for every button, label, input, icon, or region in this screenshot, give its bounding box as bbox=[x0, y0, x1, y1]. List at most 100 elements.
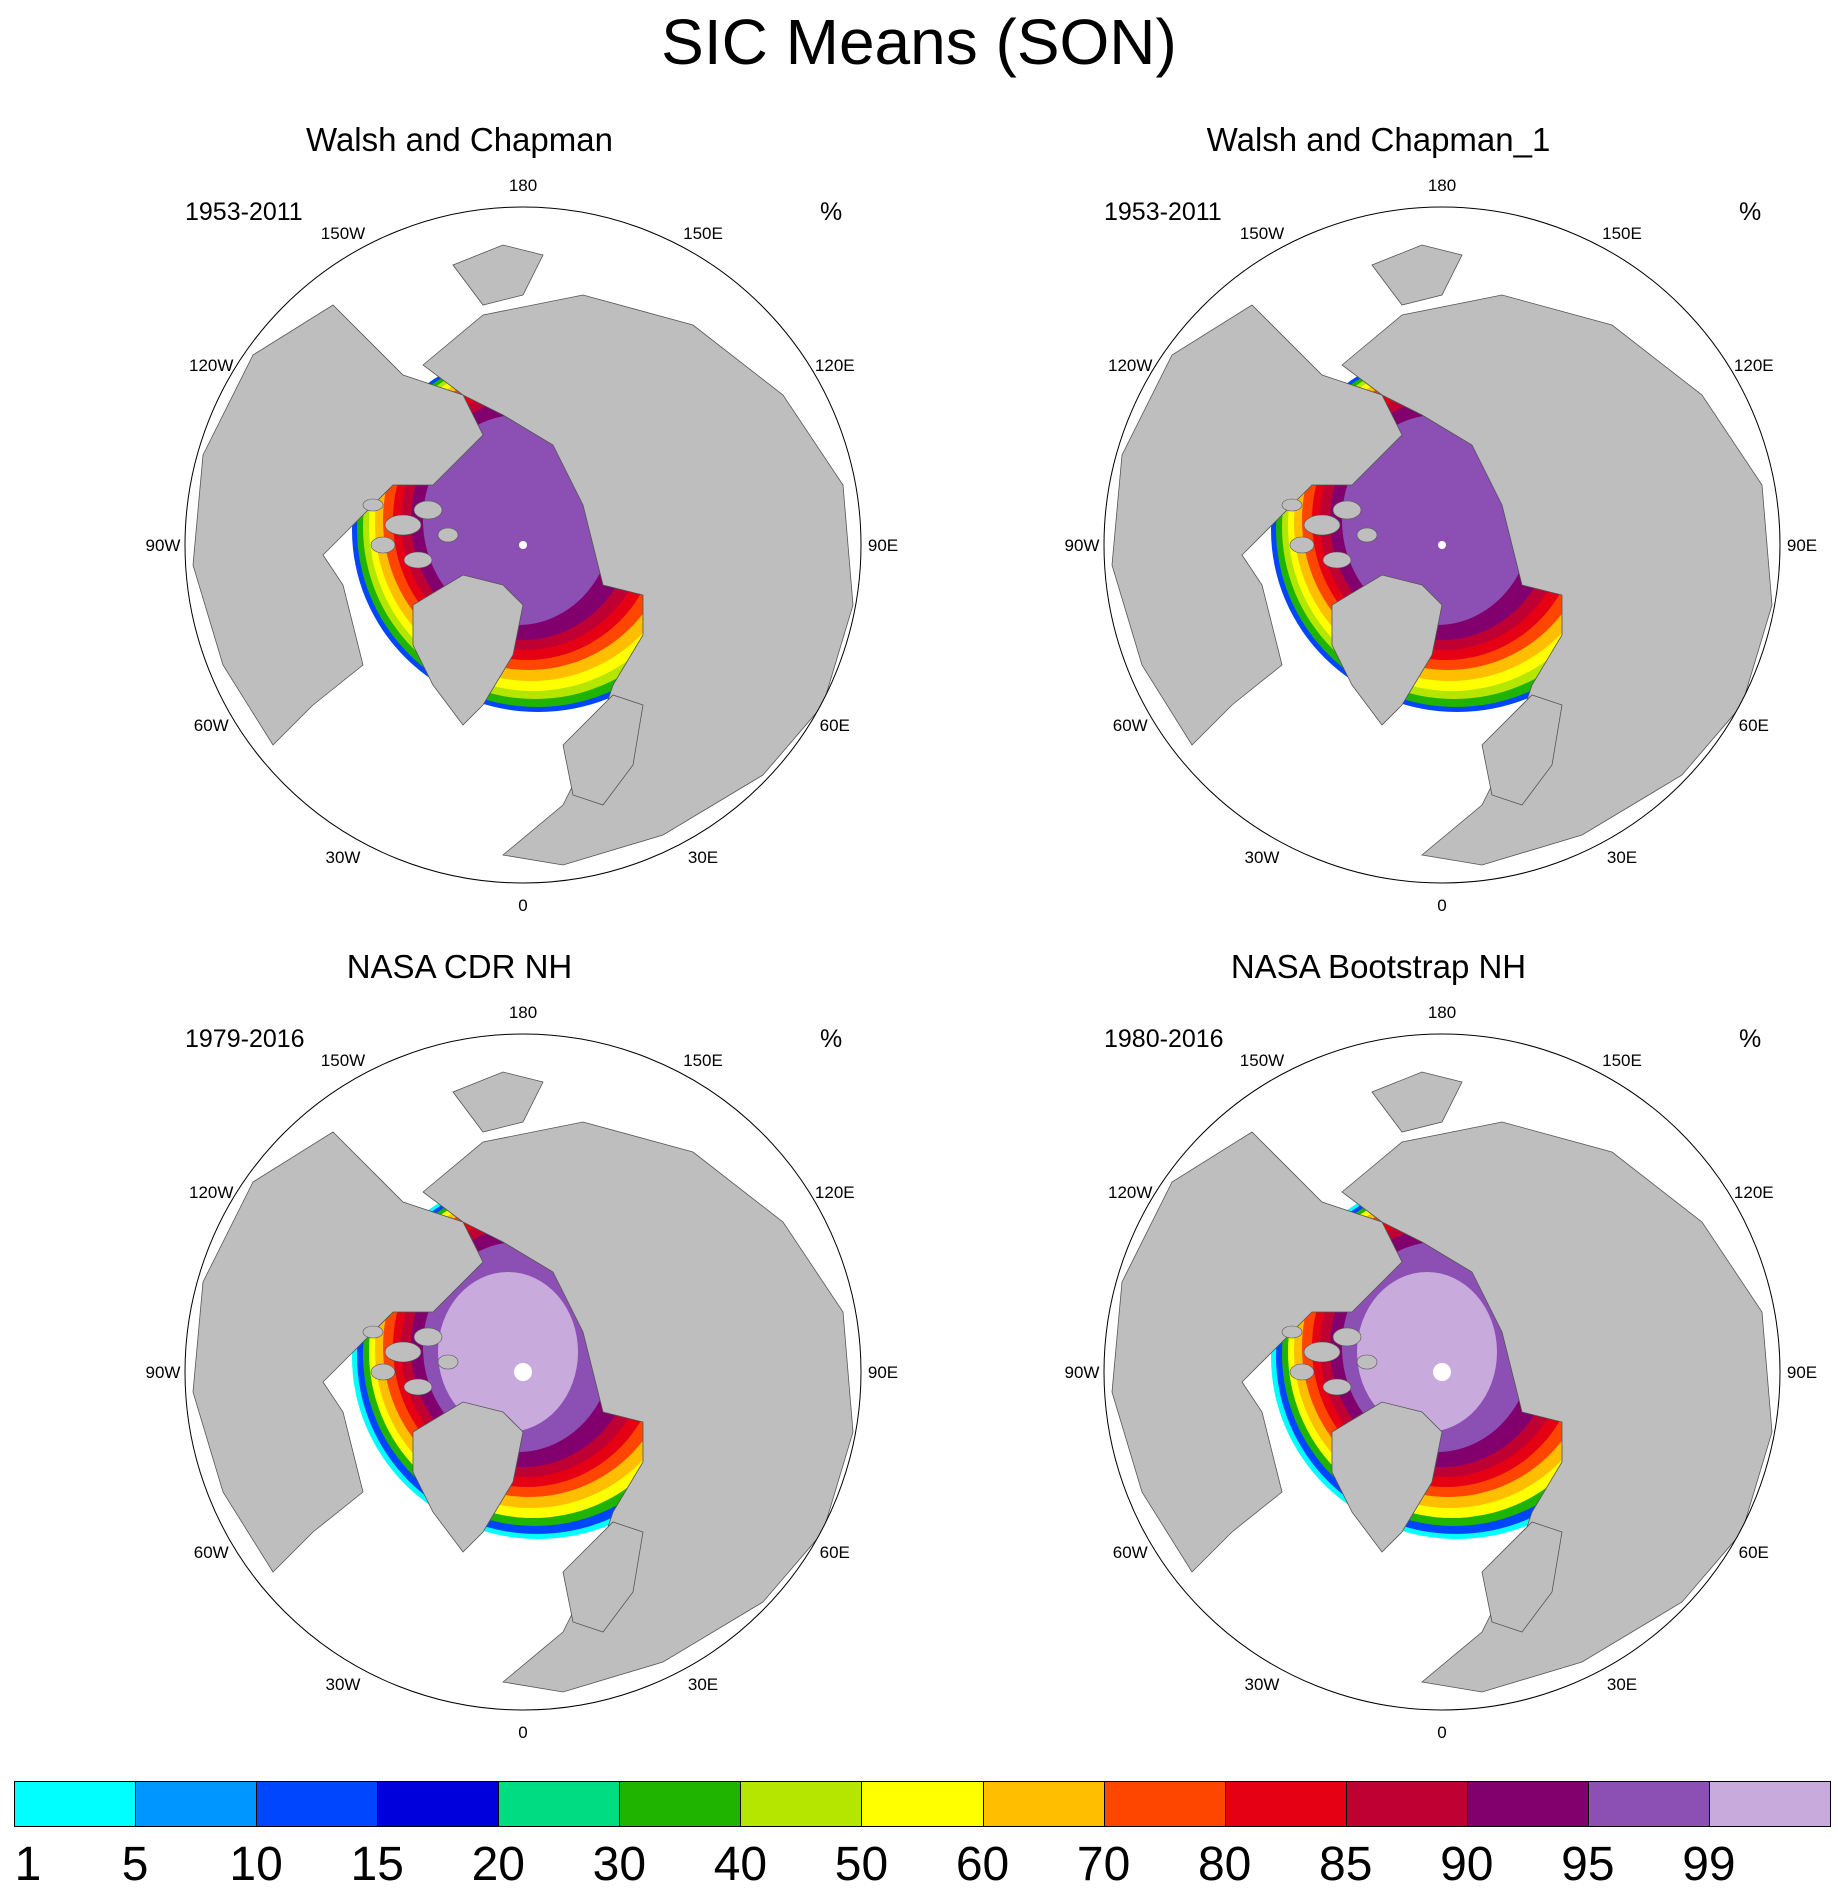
units-label: % bbox=[1739, 198, 1762, 226]
land-mass bbox=[562, 694, 644, 806]
longitude-label: 150W bbox=[321, 1051, 365, 1070]
ice-zone-99-100 bbox=[1357, 1272, 1497, 1432]
longitude-label: 30W bbox=[326, 848, 361, 867]
longitude-label: 60W bbox=[194, 1543, 229, 1562]
longitude-label: 180 bbox=[1428, 1003, 1456, 1022]
colorbar-box-1 bbox=[14, 1781, 137, 1827]
colorbar-tick-label: 60 bbox=[955, 1838, 1010, 1891]
longitude-label: 180 bbox=[1428, 176, 1456, 195]
colorbar-tick-label: 20 bbox=[471, 1838, 525, 1891]
land-mass bbox=[1481, 1521, 1563, 1633]
land-mass bbox=[452, 244, 544, 306]
land-mass bbox=[1371, 1071, 1463, 1133]
island bbox=[384, 514, 422, 536]
longitude-label: 30E bbox=[1607, 1675, 1637, 1694]
land-mass bbox=[422, 294, 854, 866]
colorbar-tick-label: 30 bbox=[592, 1838, 647, 1891]
longitude-label: 90E bbox=[868, 536, 898, 555]
colorbar-box-3 bbox=[256, 1781, 379, 1827]
longitude-label: 30W bbox=[326, 1675, 361, 1694]
longitude-label: 120E bbox=[815, 356, 855, 375]
land-mass bbox=[1331, 574, 1443, 726]
longitude-label: 150W bbox=[1240, 1051, 1284, 1070]
longitude-label: 0 bbox=[518, 1723, 527, 1742]
longitude-label: 60W bbox=[1113, 1543, 1148, 1562]
panel-title: Walsh and Chapman_1 bbox=[1206, 121, 1551, 158]
island bbox=[1281, 498, 1303, 512]
longitude-label: 60W bbox=[1113, 716, 1148, 735]
longitude-label: 150E bbox=[1602, 1051, 1642, 1070]
colorbar-tick-label: 40 bbox=[713, 1838, 768, 1891]
map-border bbox=[184, 1033, 862, 1711]
land-mass bbox=[1331, 1401, 1443, 1553]
colorbar-box-12 bbox=[1345, 1781, 1468, 1827]
land-mass bbox=[192, 304, 484, 746]
longitude-label: 90W bbox=[146, 1363, 181, 1382]
colorbar-box-4 bbox=[377, 1781, 500, 1827]
longitude-label: 90W bbox=[146, 536, 181, 555]
polar-map: 180 150E 120E 90E 60E 30E 0 30W 60W 90W 120W 150W bbox=[146, 176, 899, 915]
pole-hole bbox=[1438, 541, 1446, 549]
colorbar-tick-label: 50 bbox=[834, 1838, 889, 1891]
period-label: 1980-2016 bbox=[1104, 1025, 1224, 1053]
longitude-label: 120E bbox=[1734, 356, 1774, 375]
panel-title: NASA Bootstrap NH bbox=[1230, 948, 1527, 985]
island bbox=[413, 500, 443, 520]
island bbox=[1322, 1378, 1352, 1396]
longitude-label: 150E bbox=[683, 1051, 723, 1070]
map-panel-3: NASA CDR NH 1979-2016% 180 150E 120E 90E 60E 30… bbox=[0, 827, 919, 1742]
map-panel-2: Walsh and Chapman_1 1953-2011% 180 150E 120E… bbox=[919, 0, 1838, 915]
colorbar-tick-label: 99 bbox=[1682, 1838, 1736, 1891]
colorbar-tick-label: 10 bbox=[229, 1838, 283, 1891]
land-mass bbox=[1111, 1131, 1403, 1573]
island bbox=[1332, 1327, 1362, 1347]
longitude-label: 120W bbox=[189, 356, 233, 375]
island bbox=[370, 536, 396, 554]
island bbox=[1303, 1341, 1341, 1363]
pole-hole bbox=[1433, 1363, 1451, 1381]
longitude-label: 180 bbox=[509, 176, 537, 195]
island bbox=[1289, 536, 1315, 554]
island bbox=[1303, 514, 1341, 536]
island bbox=[370, 1363, 396, 1381]
map-border bbox=[184, 206, 862, 884]
period-label: 1953-2011 bbox=[1104, 198, 1222, 226]
longitude-label: 90W bbox=[1065, 536, 1100, 555]
longitude-label: 120E bbox=[815, 1183, 855, 1202]
island bbox=[1356, 527, 1378, 543]
land-mass bbox=[1341, 294, 1773, 866]
land-mass bbox=[412, 1401, 524, 1553]
colorbar-tick-label: 80 bbox=[1197, 1838, 1252, 1891]
land-mass bbox=[1371, 244, 1463, 306]
longitude-label: 120E bbox=[1734, 1183, 1774, 1202]
island bbox=[1281, 1325, 1303, 1339]
colorbar-box-5 bbox=[498, 1781, 621, 1827]
period-label: 1979-2016 bbox=[185, 1025, 305, 1053]
map-border bbox=[1103, 206, 1781, 884]
colorbar-box-11 bbox=[1224, 1781, 1347, 1827]
units-label: % bbox=[820, 1025, 843, 1053]
longitude-label: 30E bbox=[688, 1675, 718, 1694]
longitude-label: 0 bbox=[518, 896, 527, 915]
longitude-label: 90W bbox=[1065, 1363, 1100, 1382]
longitude-label: 60W bbox=[194, 716, 229, 735]
panel-title: NASA CDR NH bbox=[346, 948, 573, 985]
island bbox=[437, 1354, 459, 1370]
longitude-label: 30E bbox=[688, 848, 718, 867]
figure-title: SIC Means (SON) bbox=[661, 6, 1177, 78]
longitude-label: 90E bbox=[868, 1363, 898, 1382]
longitude-label: 90E bbox=[1787, 536, 1817, 555]
island bbox=[1289, 1363, 1315, 1381]
land-mass bbox=[1481, 694, 1563, 806]
colorbar-box-14 bbox=[1587, 1781, 1710, 1827]
land-mass bbox=[452, 1071, 544, 1133]
colorbar bbox=[14, 1781, 1831, 1829]
colorbar-tick-label: 1 bbox=[14, 1838, 42, 1891]
land-mass bbox=[1111, 304, 1403, 746]
land-mass bbox=[562, 1521, 644, 1633]
island bbox=[413, 1327, 443, 1347]
units-label: % bbox=[1739, 1025, 1762, 1053]
longitude-label: 180 bbox=[509, 1003, 537, 1022]
longitude-label: 120W bbox=[1108, 356, 1152, 375]
colorbar-tick-label: 70 bbox=[1076, 1838, 1131, 1891]
